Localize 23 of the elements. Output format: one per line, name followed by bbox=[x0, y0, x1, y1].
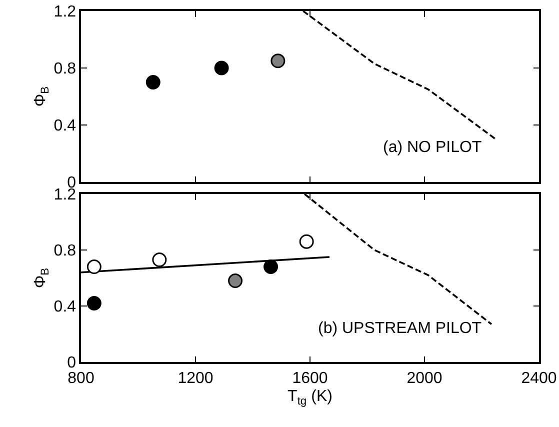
x-tick-label: 2400 bbox=[521, 370, 557, 387]
point bbox=[299, 234, 314, 249]
x-axis-title: T$_{tg}$ (K) bbox=[288, 388, 332, 408]
point bbox=[152, 252, 167, 268]
y-tick-label: 0.4 bbox=[54, 118, 76, 135]
point bbox=[214, 60, 229, 76]
point bbox=[264, 260, 278, 274]
y-tick-label: 0.4 bbox=[54, 298, 76, 316]
point bbox=[86, 260, 102, 274]
point bbox=[86, 296, 102, 310]
y-tick-label: 0 bbox=[67, 354, 76, 372]
x-tick-label: 1200 bbox=[178, 370, 214, 387]
point bbox=[146, 75, 160, 90]
annotation: (b) UPSTREAM PILOT bbox=[318, 320, 482, 337]
x-tick-label: 1600 bbox=[292, 370, 328, 387]
x-tick-label: 2000 bbox=[406, 370, 442, 387]
y-tick-label: 1.2 bbox=[54, 4, 76, 21]
point bbox=[270, 54, 286, 68]
point bbox=[228, 274, 243, 288]
y-tick-label: 0.8 bbox=[54, 242, 76, 260]
x-tick-label: 800 bbox=[68, 370, 94, 387]
annotation: (a) NO PILOT bbox=[383, 139, 482, 156]
y-tick-label: 0.8 bbox=[54, 60, 76, 78]
